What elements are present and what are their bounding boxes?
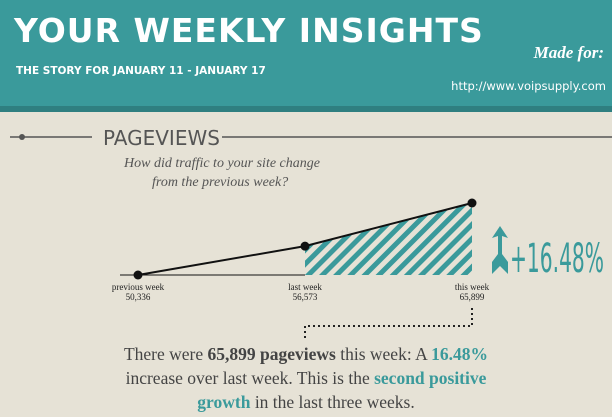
value-label: 65,899: [460, 292, 485, 302]
summary-text: second positive: [374, 368, 487, 388]
made-for: Made for:: [533, 43, 604, 62]
summary-text: increase over last week. This is the: [126, 368, 375, 388]
category-label: this week: [455, 282, 490, 292]
header-band: [0, 0, 612, 106]
arrow-icon: [492, 226, 508, 274]
point: [133, 270, 143, 280]
summary-text: There were: [124, 344, 208, 364]
summary-text: 65,899 pageviews: [208, 344, 337, 364]
category-label: previous week: [112, 282, 165, 292]
summary-text: in the last three weeks.: [250, 392, 414, 412]
header-subtitle: THE STORY FOR JANUARY 11 - JANUARY 17: [16, 65, 266, 77]
section-title: PAGEVIEWS: [103, 126, 220, 150]
summary-text: this week: A: [336, 344, 431, 364]
summary-text: 16.48%: [431, 344, 488, 364]
connector: [304, 308, 473, 340]
category-label: last week: [288, 282, 322, 292]
question: from the previous week?: [152, 175, 288, 190]
header-edge: [0, 106, 612, 112]
bullet: [19, 134, 25, 140]
question: How did traffic to your site change: [123, 156, 320, 171]
value-label: 56,573: [293, 292, 318, 302]
point: [300, 241, 310, 251]
value-label: 50,336: [126, 292, 151, 302]
point: [467, 198, 477, 208]
growth-area: [305, 203, 472, 275]
summary-text: growth: [197, 392, 250, 412]
change-annotation: +16.48%: [510, 236, 604, 282]
url: http://www.voipsupply.com: [451, 79, 606, 93]
header-title: YOUR WEEKLY INSIGHTS: [13, 11, 484, 50]
summary: There were 65,899 pageviews this week: A…: [124, 344, 488, 412]
